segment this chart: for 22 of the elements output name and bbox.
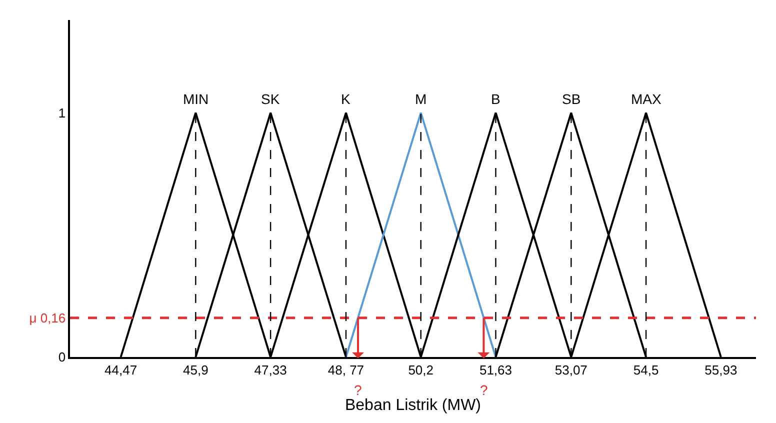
series-label: B (491, 91, 500, 107)
x-tick-label: 48, 77 (328, 362, 364, 378)
y-tick-label: 1 (58, 105, 66, 120)
x-tick-label: 55,93 (704, 362, 738, 378)
x-tick-label: 45,9 (183, 362, 208, 378)
x-tick-label: 53,07 (554, 362, 588, 378)
y-tick-label: 0 (58, 350, 66, 365)
ref-line-label: μ 0,16 (29, 310, 66, 326)
series-label: SK (261, 91, 280, 107)
x-tick-label: 54,5 (633, 362, 659, 378)
annotation: ? (354, 382, 362, 398)
x-tick-label: 50,2 (408, 362, 434, 378)
series-label: SB (562, 91, 581, 107)
x-tick-label: 51,63 (479, 362, 512, 378)
annotation: ? (480, 382, 488, 398)
series-label: MIN (183, 91, 209, 107)
series-label: MAX (631, 91, 662, 107)
series-label: M (415, 91, 427, 107)
x-axis-title: Beban Listrik (MW) (344, 396, 482, 414)
series-label: K (341, 91, 351, 107)
x-tick-label: 47,33 (254, 362, 287, 378)
x-tick-label: 44,47 (104, 362, 138, 378)
